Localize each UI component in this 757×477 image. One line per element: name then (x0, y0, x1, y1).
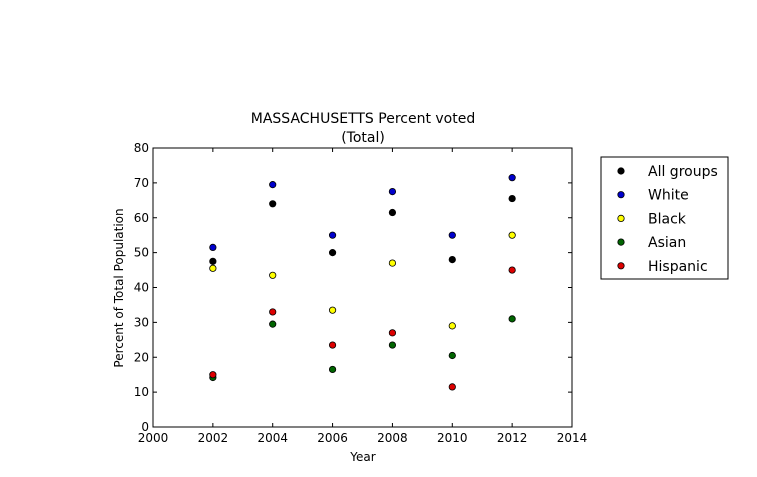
data-point-black (269, 271, 277, 279)
data-point-all-groups (328, 249, 337, 257)
data-point-white (388, 187, 397, 196)
y-tick-label: 20 (134, 350, 149, 364)
data-point-black (209, 264, 217, 272)
y-axis-label: Percent of Total Population (112, 208, 126, 367)
axis-ticks: 2000 2002 2004 2006 2008 2010 2012 2014 0 10 20 30 4… (134, 141, 588, 445)
data-point-hispanic (269, 308, 277, 316)
y-tick-label: 0 (141, 420, 149, 434)
data-point-black (508, 231, 516, 239)
x-tick-label: 2008 (377, 431, 408, 445)
legend-label: White (648, 188, 689, 204)
data-points (209, 174, 516, 391)
data-point-all-groups (508, 194, 516, 203)
y-tick-label: 10 (134, 385, 149, 399)
data-point-white (209, 243, 217, 251)
y-tick-label: 30 (134, 315, 149, 329)
data-point-white (269, 181, 277, 189)
legend-marker (617, 262, 625, 270)
plot-area (152, 147, 573, 428)
data-point-all-groups (388, 208, 397, 217)
legend-marker (617, 214, 625, 222)
x-tick-label: 2004 (257, 431, 288, 445)
data-point-hispanic (388, 329, 397, 337)
data-point-white (328, 231, 337, 239)
legend-label: All groups (648, 164, 718, 180)
x-tick-label: 2010 (437, 431, 468, 445)
data-point-white (508, 174, 516, 182)
legend: All groups White Black Asian Hispanic (600, 156, 729, 280)
x-tick-label: 2000 (138, 431, 169, 445)
data-point-white (448, 231, 456, 239)
data-point-hispanic (448, 383, 456, 391)
data-point-asian (328, 365, 337, 374)
legend-label: Asian (648, 235, 686, 251)
data-point-asian (269, 320, 277, 328)
data-point-all-groups (209, 257, 217, 265)
legend-label: Black (648, 211, 687, 227)
data-point-hispanic (209, 371, 217, 379)
legend-marker (617, 238, 625, 246)
data-point-asian (508, 315, 516, 323)
chart-subtitle: (Total) (341, 130, 385, 146)
y-tick-label: 80 (134, 141, 149, 155)
y-tick-label: 40 (134, 281, 149, 295)
legend-marker (617, 191, 625, 199)
y-tick-label: 50 (134, 246, 149, 260)
legend-label: Hispanic (648, 259, 708, 275)
data-point-hispanic (328, 341, 337, 349)
legend-marker (617, 167, 625, 175)
data-point-hispanic (508, 266, 516, 274)
x-tick-label: 2014 (557, 431, 588, 445)
y-tick-label: 60 (134, 211, 149, 225)
y-tick-label: 70 (134, 176, 149, 190)
data-point-black (448, 322, 456, 330)
data-point-black (328, 306, 337, 314)
data-point-all-groups (269, 200, 277, 208)
chart-title: MASSACHUSETTS Percent voted (251, 111, 475, 127)
x-tick-label: 2006 (317, 431, 348, 445)
x-tick-label: 2012 (497, 431, 528, 445)
data-point-all-groups (448, 255, 456, 264)
data-point-asian (448, 351, 456, 360)
x-axis-label: Year (349, 450, 375, 464)
data-point-asian (388, 341, 397, 349)
x-tick-label: 2002 (198, 431, 229, 445)
data-point-black (388, 259, 397, 267)
